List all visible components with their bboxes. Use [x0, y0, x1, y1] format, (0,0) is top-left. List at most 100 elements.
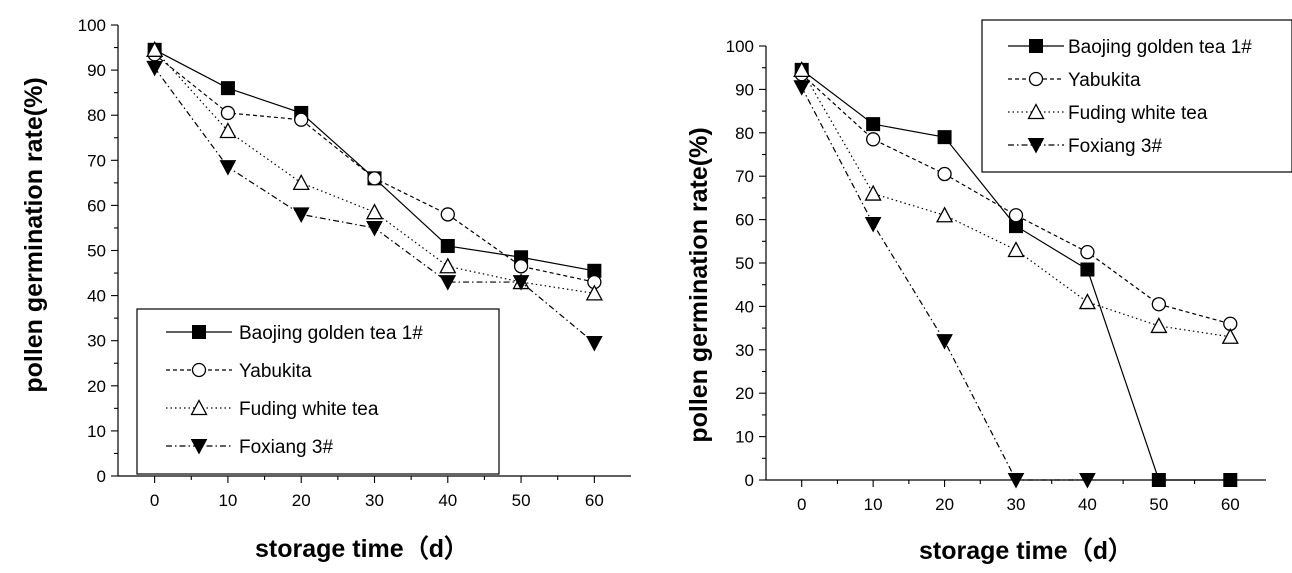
- data-point: [219, 122, 237, 139]
- y-axis-title: pollen germination rate(%): [20, 77, 48, 392]
- y-tick-label: 20: [735, 384, 754, 403]
- data-point: [439, 257, 457, 274]
- y-tick-label: 100: [726, 37, 754, 56]
- legend-label: Yabukita: [1068, 70, 1141, 91]
- x-tick-label: 10: [218, 491, 237, 510]
- x-tick-label: 60: [1221, 495, 1240, 514]
- series-fuding-white-tea: [793, 60, 1239, 344]
- data-point: [1079, 473, 1096, 489]
- data-point: [1007, 473, 1025, 489]
- data-point: [936, 334, 953, 350]
- legend-label: Baojing golden tea 1#: [1068, 37, 1252, 58]
- data-point: [1008, 208, 1024, 223]
- data-point: [294, 112, 309, 127]
- series-baojing-golden-tea-1-: [147, 42, 602, 278]
- series-foxiang-3-: [146, 60, 603, 352]
- y-tick-label: 80: [735, 124, 754, 143]
- data-point: [1151, 473, 1166, 487]
- data-point: [1007, 241, 1025, 258]
- x-tick-label: 0: [797, 495, 806, 514]
- data-point: [1223, 473, 1238, 487]
- y-tick-label: 0: [97, 467, 106, 486]
- data-point: [864, 184, 882, 201]
- data-point: [146, 40, 164, 57]
- data-point: [367, 171, 382, 186]
- y-tick-label: 30: [87, 332, 106, 351]
- series-line: [154, 53, 595, 283]
- y-tick-label: 40: [735, 297, 754, 316]
- y-tick-label: 90: [735, 80, 754, 99]
- legend-marker: [190, 439, 208, 455]
- legend-label: Fuding white tea: [239, 399, 379, 420]
- data-point: [585, 284, 603, 301]
- y-tick-label: 60: [87, 196, 106, 215]
- legend-label: Fuding white tea: [1068, 103, 1208, 124]
- data-point: [292, 173, 310, 191]
- y-tick-label: 20: [87, 377, 106, 396]
- x-tick-label: 30: [1007, 495, 1026, 514]
- x-tick-label: 50: [1149, 495, 1168, 514]
- x-tick-label: 30: [365, 491, 384, 510]
- y-tick-label: 50: [87, 242, 106, 261]
- y-tick-label: 30: [735, 341, 754, 360]
- x-tick-label: 20: [935, 495, 954, 514]
- y-tick-label: 50: [735, 254, 754, 273]
- data-point: [220, 105, 236, 121]
- series-yabukita: [147, 47, 602, 290]
- legend-marker: [1027, 103, 1045, 120]
- x-tick-label: 20: [292, 491, 311, 510]
- legend-marker: [1029, 39, 1043, 53]
- data-point: [1078, 293, 1097, 310]
- legend-marker: [191, 362, 207, 378]
- y-tick-label: 10: [87, 422, 106, 441]
- legend-label: Foxiang 3#: [239, 437, 333, 458]
- y-tick-label: 60: [735, 211, 754, 230]
- data-point: [219, 160, 237, 176]
- legend: Baojing golden tea 1# Yabukita Fuding whit…: [136, 308, 500, 475]
- data-point: [440, 238, 455, 253]
- legend: Baojing golden tea 1# Yabukita Fuding whit…: [981, 19, 1292, 173]
- data-point: [793, 60, 811, 78]
- series-foxiang-3-: [793, 80, 1096, 489]
- data-point: [793, 80, 811, 96]
- data-point: [1150, 317, 1168, 334]
- y-tick-label: 90: [87, 61, 106, 80]
- data-point: [146, 60, 163, 77]
- legend-marker: [190, 399, 208, 416]
- data-point: [439, 275, 457, 291]
- data-point: [440, 207, 455, 222]
- y-axis-title: pollen germination rate(%): [685, 127, 713, 442]
- y-tick-label: 40: [87, 287, 106, 306]
- data-point: [586, 335, 603, 352]
- y-tick-label: 0: [745, 471, 754, 490]
- legend-marker: [1028, 71, 1044, 87]
- data-point: [1080, 244, 1095, 260]
- data-point: [935, 206, 954, 223]
- data-point: [1151, 297, 1167, 312]
- data-point: [937, 130, 952, 145]
- data-point: [513, 259, 529, 274]
- x-tick-label: 10: [864, 495, 883, 514]
- chart-1: 0 10 20 30 40 50 60 70 80 90 100 0 10 20 30 40 50 60 polle…: [20, 16, 631, 563]
- legend-label: Foxiang 3#: [1068, 136, 1162, 157]
- data-point: [937, 166, 952, 182]
- data-point: [1080, 262, 1095, 277]
- legend-marker: [192, 325, 206, 339]
- data-point: [512, 275, 530, 291]
- x-tick-label: 0: [150, 491, 159, 510]
- x-axis-title: storage time（d）: [255, 534, 469, 563]
- data-point: [366, 220, 383, 237]
- data-point: [365, 203, 384, 220]
- legend-label: Yabukita: [239, 361, 312, 382]
- x-axis-title: storage time（d）: [919, 536, 1133, 565]
- x-tick-label: 60: [585, 491, 604, 510]
- legend-label: Baojing golden tea 1#: [239, 323, 423, 344]
- data-point: [866, 117, 881, 132]
- y-tick-label: 80: [87, 106, 106, 125]
- legend-marker: [1027, 138, 1045, 154]
- y-tick-label: 10: [735, 428, 754, 447]
- data-point: [220, 81, 235, 96]
- y-tick-label: 70: [87, 151, 106, 170]
- x-tick-label: 50: [512, 491, 531, 510]
- x-tick-label: 40: [438, 491, 457, 510]
